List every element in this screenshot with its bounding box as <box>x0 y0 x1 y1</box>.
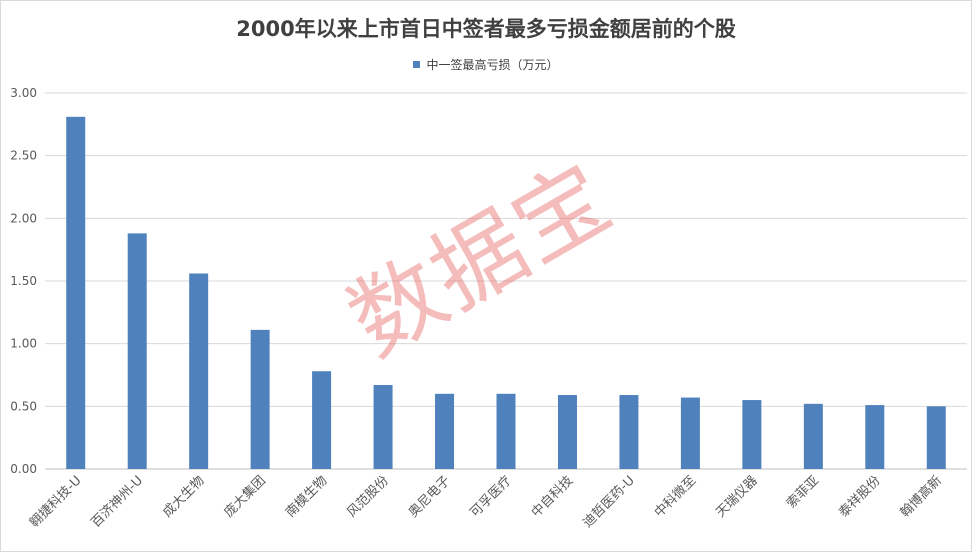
legend-swatch <box>413 61 421 68</box>
x-tick-label: 可孚医疗 <box>467 473 514 520</box>
bars <box>66 116 946 470</box>
x-tick-label: 风范股份 <box>345 473 392 520</box>
legend: 中一签最高亏损（万元） <box>1 56 971 73</box>
legend-label: 中一签最高亏损（万元） <box>426 58 559 72</box>
bar <box>803 403 823 469</box>
x-axis-ticks: 翱捷科技-U 百济神州-U 成大生物 庞大集团 南模生物 风范股份 奥尼电子 可孚医疗 中自科技… <box>27 473 945 531</box>
bar <box>496 393 516 469</box>
bar <box>680 397 700 469</box>
x-tick-label: 翰博高新 <box>897 473 945 521</box>
bar <box>926 406 946 469</box>
bar <box>865 405 885 469</box>
x-tick-label: 百济神州-U <box>89 473 146 530</box>
x-tick-label: 天瑞仪器 <box>713 473 760 520</box>
x-tick-label: 庞大集团 <box>221 473 269 521</box>
bar <box>557 395 577 469</box>
bar <box>619 395 639 469</box>
y-tick-label: 2.00 <box>10 211 37 225</box>
y-tick-label: 1.00 <box>10 337 37 351</box>
bar <box>742 400 762 469</box>
x-tick-label: 迪哲医药-U <box>580 473 637 530</box>
x-tick-label: 南模生物 <box>282 473 330 521</box>
y-tick-label: 2.50 <box>10 149 37 163</box>
y-axis-ticks: 0.00 0.50 1.00 1.50 2.00 2.50 3.00 <box>10 86 37 476</box>
bar <box>66 116 86 470</box>
x-tick-label: 中自科技 <box>529 473 576 520</box>
bar <box>435 393 455 469</box>
x-tick-label: 索菲亚 <box>784 473 822 511</box>
bar <box>189 273 209 469</box>
y-tick-label: 1.50 <box>10 274 37 288</box>
bar <box>373 385 393 469</box>
bar <box>250 329 270 469</box>
x-tick-label: 翱捷科技-U <box>27 473 84 530</box>
x-tick-label: 中科微至 <box>652 473 699 520</box>
x-tick-label: 成大生物 <box>160 473 207 520</box>
bar <box>127 233 147 469</box>
y-tick-label: 0.00 <box>10 462 37 476</box>
y-tick-label: 3.00 <box>10 86 37 100</box>
x-tick-label: 奥尼电子 <box>406 473 453 520</box>
x-tick-label: 泰祥股份 <box>836 473 883 520</box>
bar <box>312 371 332 469</box>
chart-title: 2000年以来上市首日中签者最多亏损金额居前的个股 <box>236 17 736 41</box>
y-tick-label: 0.50 <box>10 399 37 413</box>
